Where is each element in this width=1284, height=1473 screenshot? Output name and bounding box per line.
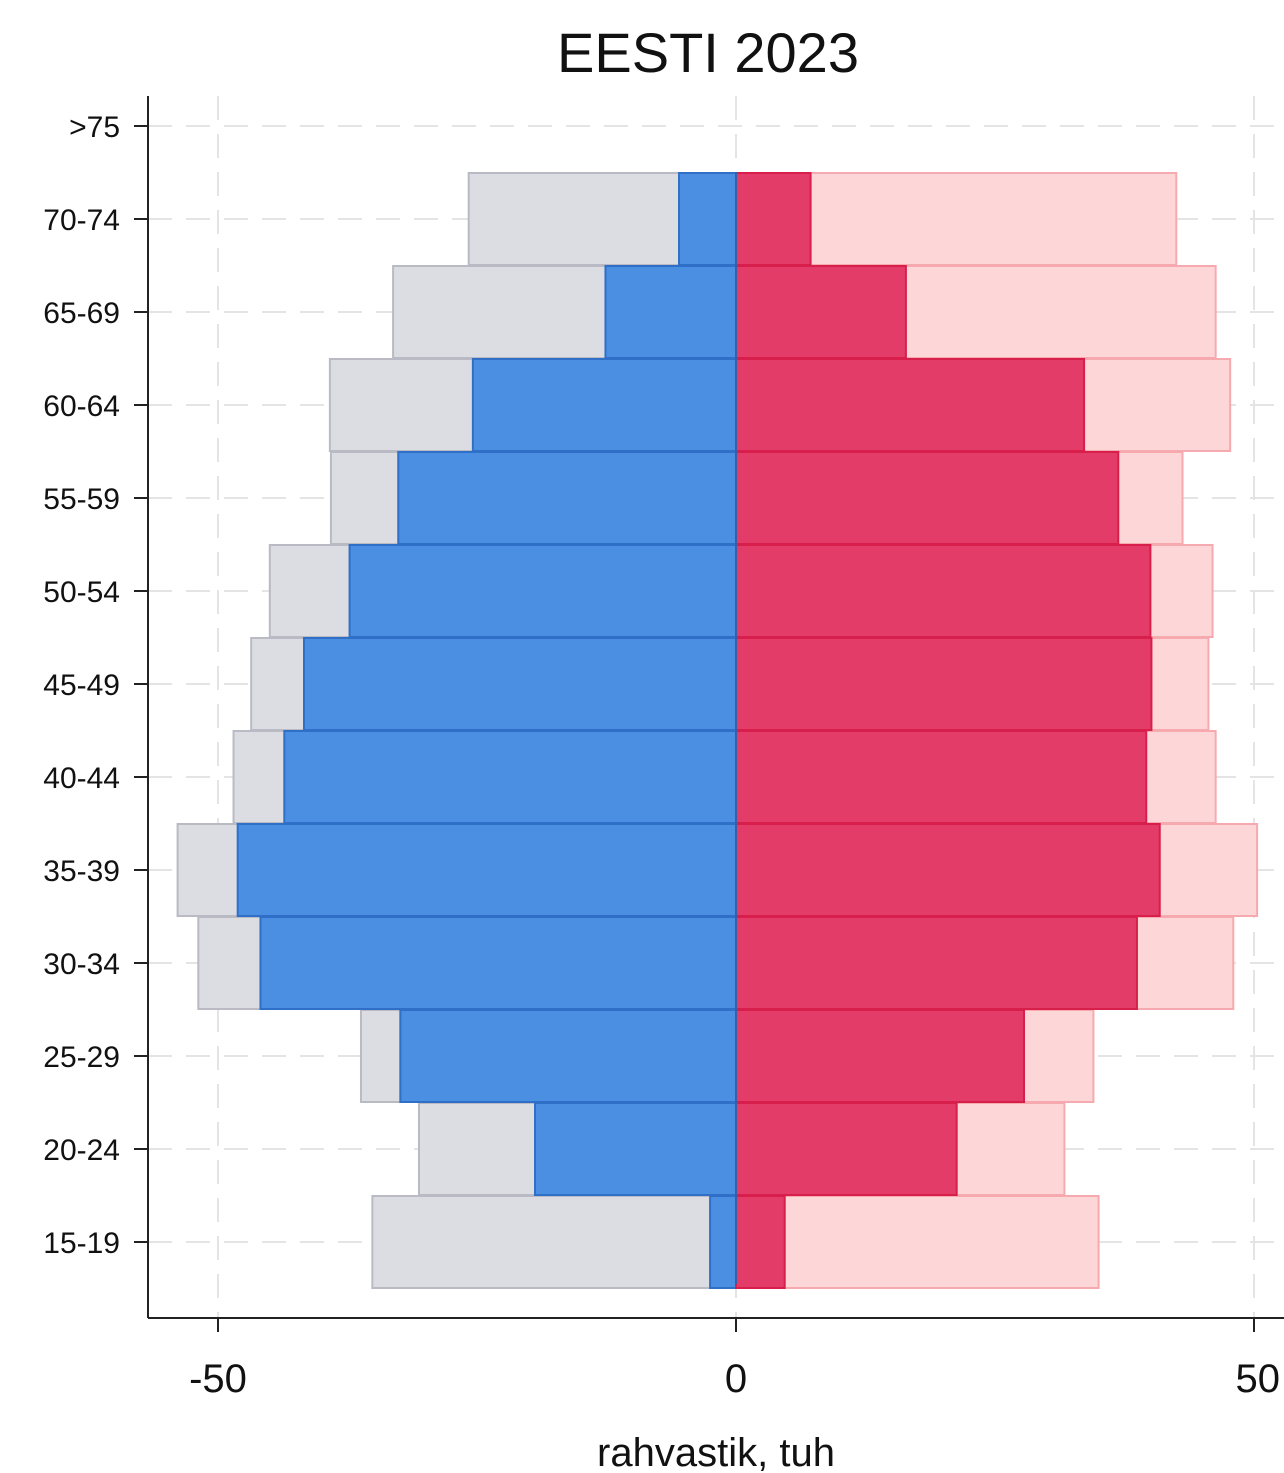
bar-male-employed: [471, 358, 737, 452]
bar-male-employed: [236, 823, 738, 917]
bar-male-employed: [678, 172, 738, 266]
bar-female-employed: [735, 916, 1138, 1010]
bar-male-employed: [709, 1195, 737, 1289]
y-tick-label: 70-74: [43, 204, 120, 237]
y-tick-label: >75: [69, 111, 120, 144]
bar-female-employed: [735, 730, 1148, 824]
bar-female-total: [735, 1195, 1100, 1289]
bar-male-employed: [534, 1102, 737, 1196]
bar-female-employed: [735, 265, 907, 359]
ticks: >75 70-74 65-69 60-64 55-59 50-54 45-49 40-44 35…: [43, 111, 1280, 1401]
bar-male-employed: [604, 265, 737, 359]
bar-male-employed: [259, 916, 737, 1010]
bar-female-employed: [735, 823, 1161, 917]
bar-female-employed: [735, 172, 812, 266]
bar-male-total: [371, 1195, 737, 1289]
bar-female-employed: [735, 358, 1086, 452]
bar-male-employed: [397, 451, 737, 545]
bar-female-employed: [735, 1009, 1026, 1103]
y-tick-label: 60-64: [43, 390, 120, 423]
x-tick-label: 50: [1236, 1357, 1281, 1401]
bar-female-employed: [735, 1102, 958, 1196]
y-tick-label: 30-34: [43, 948, 120, 981]
y-tick-label: 50-54: [43, 576, 120, 609]
y-tick-label: 45-49: [43, 669, 120, 702]
bar-male-employed: [283, 730, 737, 824]
bar-female-employed: [735, 451, 1120, 545]
x-tick-label: 0: [725, 1357, 747, 1401]
y-tick-label: 65-69: [43, 297, 120, 330]
x-tick-label: -50: [189, 1357, 247, 1401]
axes: [147, 96, 1284, 1319]
bar-male-employed: [399, 1009, 737, 1103]
bars: [176, 172, 1259, 1289]
x-axis-label: rahvastik, tuh: [597, 1431, 835, 1473]
y-tick-label: 40-44: [43, 762, 120, 795]
y-tick-label: 35-39: [43, 855, 120, 888]
bar-male-employed: [302, 637, 737, 731]
bar-male-employed: [348, 544, 737, 638]
bar-female-employed: [735, 544, 1152, 638]
bar-female-employed: [735, 1195, 786, 1289]
y-tick-label: 15-19: [43, 1227, 120, 1260]
y-tick-label: 20-24: [43, 1134, 120, 1167]
bar-female-employed: [735, 637, 1153, 731]
y-tick-label: 25-29: [43, 1041, 120, 1074]
y-tick-label: 55-59: [43, 483, 120, 516]
chart-title: EESTI 2023: [557, 21, 859, 84]
